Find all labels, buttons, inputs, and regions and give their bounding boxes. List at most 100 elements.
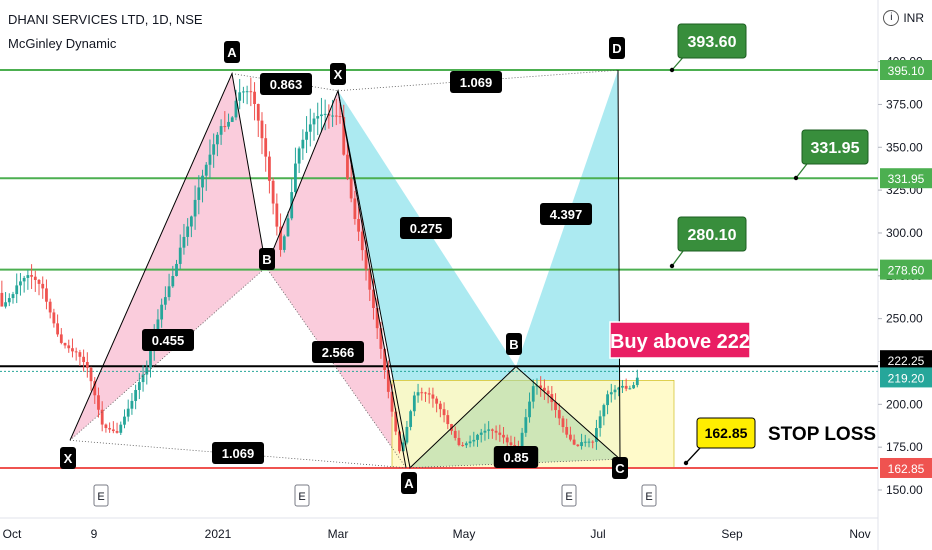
candle-body (171, 276, 175, 287)
candle-body (201, 175, 204, 188)
ratio-label-7: 0.85 (503, 450, 528, 465)
candle-body (461, 445, 465, 447)
candle-body (353, 198, 357, 219)
pattern1-triangle-bxa (266, 90, 406, 468)
level-332-label: 331.95 (888, 172, 925, 186)
candle-body (331, 115, 334, 117)
candle-body (137, 382, 141, 391)
y-tick-label: 150.00 (886, 483, 923, 497)
ratio-label-5-bg (212, 442, 264, 464)
candle-body (609, 392, 613, 395)
candle-body (126, 408, 130, 417)
indicator-label[interactable]: McGinley Dynamic (8, 36, 117, 51)
candle-body (334, 115, 338, 117)
candle-body (227, 121, 230, 127)
candle-body (256, 103, 260, 121)
pattern2-layer (338, 70, 620, 468)
candle-body (59, 334, 63, 343)
candle-body (275, 203, 279, 227)
candle-body (479, 432, 483, 435)
candle-body (156, 319, 160, 335)
candle-body (4, 302, 7, 307)
candle-body (595, 428, 598, 442)
candle-body (613, 389, 617, 393)
candle-body (123, 416, 126, 425)
currency-badge[interactable]: i INR (883, 10, 924, 26)
candle-body (223, 126, 227, 128)
event-marker-2: E (298, 491, 305, 503)
ratio-label-3-bg (312, 341, 364, 363)
candle-body (67, 345, 71, 349)
candle-body (386, 370, 390, 392)
candle-body (360, 231, 364, 251)
candle-body (264, 138, 268, 157)
level-332-badge (880, 168, 932, 189)
point-label-a1: A (227, 45, 237, 60)
y-axis-ticks: 150.00175.00200.00225.00250.00275.00300.… (878, 55, 923, 497)
candle-body (531, 386, 535, 402)
candle-body (554, 402, 557, 411)
level-279-badge (880, 259, 932, 280)
candle-body (583, 441, 587, 443)
candle-body (134, 390, 138, 401)
x-tick-label: 2021 (205, 527, 232, 541)
candle-body (271, 180, 275, 204)
candle-body (52, 312, 56, 324)
candle-body (606, 394, 609, 406)
ratio-label-5: 1.069 (222, 446, 255, 461)
candle-body (97, 395, 100, 410)
x-tick-label: May (453, 527, 476, 541)
candle-body (357, 218, 360, 232)
candle-body (483, 430, 487, 433)
candle-body (490, 429, 494, 431)
pattern2-triangle-bcd (516, 70, 620, 460)
candle-body (115, 431, 119, 433)
candle-body (431, 394, 435, 399)
candle-body (427, 393, 431, 395)
candle-body (617, 387, 621, 390)
ratio-label-8-bg (540, 203, 592, 225)
candle-body (476, 434, 479, 440)
candle-body (572, 439, 576, 445)
stop-value-box (696, 417, 756, 449)
stop-value-text: 162.85 (705, 425, 748, 441)
candle-body (635, 377, 639, 386)
candle-body (338, 116, 342, 118)
candle-body (632, 385, 635, 389)
candle-body (394, 411, 398, 432)
candle-body (85, 362, 89, 368)
candle-body (253, 91, 256, 104)
candle-body (182, 236, 186, 248)
event-marker-4: E (645, 491, 652, 503)
candle-body (189, 216, 193, 227)
target-label-2-dot (793, 175, 799, 181)
target-label-1: 393.60 (688, 34, 737, 51)
candle-body (312, 118, 316, 125)
point-label-c-bg (612, 457, 628, 479)
candle-body (621, 385, 624, 388)
level-219-badge (880, 367, 932, 388)
candle-body (160, 304, 164, 320)
currency-label: INR (903, 11, 924, 25)
symbol-title[interactable]: DHANI SERVICES LTD, 1D, NSE (8, 12, 203, 27)
currency-icon: i (883, 10, 900, 26)
point-label-d-bg (609, 37, 625, 59)
candle-body (33, 276, 37, 280)
price-axis-badges: 395.10 331.95 278.60 222.25 219.20 162.85 (880, 60, 932, 478)
candle-body (242, 91, 245, 93)
x-tick-label: Jul (590, 527, 605, 541)
level-163-badge (880, 457, 932, 478)
y-tick-label: 250.00 (886, 312, 923, 326)
candle-body (108, 428, 112, 430)
event-marker-4-box (641, 484, 657, 507)
candle-body (178, 247, 182, 264)
point-label-b2: B (509, 337, 518, 352)
candle-body (204, 164, 208, 176)
candle-body (435, 398, 439, 404)
candle-body (390, 391, 394, 412)
candle-body (524, 417, 528, 433)
target-label-2-box (801, 129, 869, 165)
